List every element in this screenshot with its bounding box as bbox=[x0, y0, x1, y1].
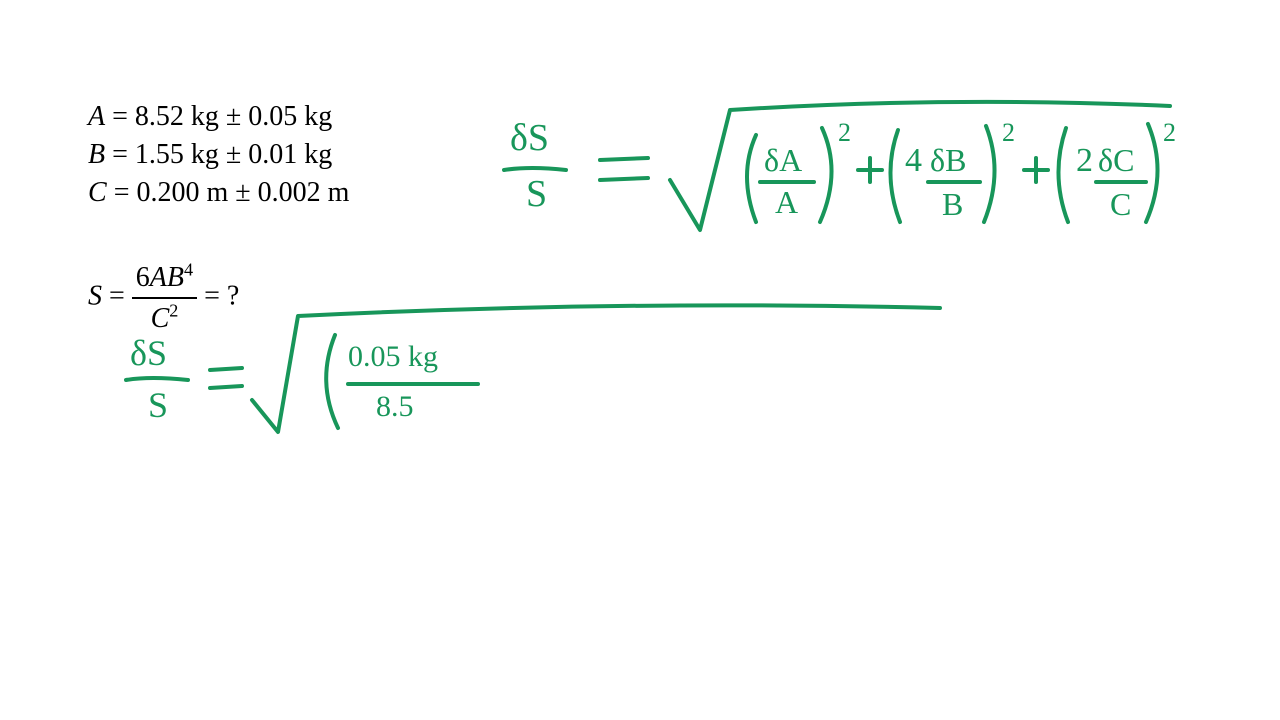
A-pm: ± bbox=[226, 101, 241, 132]
eq1-equals-bot bbox=[600, 178, 648, 180]
C-unc: 0.002 bbox=[258, 177, 321, 208]
eq1-equals-top bbox=[600, 158, 648, 160]
eq1-t3-coef: 2 bbox=[1076, 142, 1093, 180]
eq1-t2-num: δB bbox=[930, 142, 966, 179]
eq2-equals-top bbox=[210, 368, 242, 370]
eq1-t2-exp: 2 bbox=[1002, 118, 1015, 148]
formula-numerator: 6AB4 bbox=[136, 262, 193, 293]
eq2-equals-bot bbox=[210, 386, 242, 388]
eq1-t1-den: A bbox=[775, 184, 798, 221]
eq1-lhs-num: δS bbox=[510, 116, 549, 160]
formula-S: S = 6AB4 C2 = ? bbox=[88, 258, 239, 338]
var-C: C bbox=[88, 177, 107, 208]
eq1-t3-den: C bbox=[1110, 186, 1131, 223]
formula-lhs: S bbox=[88, 281, 102, 312]
C-unit: m bbox=[206, 177, 228, 208]
A-value: 8.52 bbox=[135, 101, 184, 132]
eq1-t3-exp: 2 bbox=[1163, 118, 1176, 148]
A-unc: 0.05 bbox=[248, 101, 297, 132]
B-unit: kg bbox=[191, 139, 219, 170]
eq1-lhs-bar bbox=[504, 168, 566, 170]
eq1-t3-rparen bbox=[1146, 124, 1158, 222]
eq2-lhs-bar bbox=[126, 378, 188, 380]
eq1-t1-lparen bbox=[747, 135, 756, 222]
eq2-lhs-den: S bbox=[148, 384, 168, 426]
B-pm: ± bbox=[226, 139, 241, 170]
eq2-lhs-num: δS bbox=[130, 332, 167, 374]
eq1-t2-coef: 4 bbox=[905, 142, 922, 180]
A-unc-unit: kg bbox=[304, 101, 332, 132]
B-unc-unit: kg bbox=[304, 139, 332, 170]
A-unit: kg bbox=[191, 101, 219, 132]
formula-equals-q: = ? bbox=[204, 281, 239, 312]
eq1-t3-lparen bbox=[1058, 128, 1068, 222]
eq1-t2-den: B bbox=[942, 186, 963, 223]
var-B: B bbox=[88, 139, 105, 170]
slide-canvas: A = 8.52 kg ± 0.05 kg B = 1.55 kg ± 0.01… bbox=[0, 0, 1280, 720]
eq1-t2-lparen bbox=[890, 130, 900, 222]
eq2-t1-lparen bbox=[326, 335, 338, 428]
eq2-t1-den: 8.5 bbox=[376, 390, 414, 424]
eq1-t2-rparen bbox=[984, 126, 995, 222]
given-C-line: C = 0.200 m ± 0.002 m bbox=[88, 174, 349, 212]
eq1-lhs-den: S bbox=[526, 172, 547, 216]
eq1-t1-rparen bbox=[820, 128, 832, 222]
formula-denominator: C2 bbox=[151, 303, 179, 334]
eq1-t1-exp: 2 bbox=[838, 118, 851, 148]
C-value: 0.200 bbox=[136, 177, 199, 208]
given-A-line: A = 8.52 kg ± 0.05 kg bbox=[88, 98, 332, 136]
eq-A: = bbox=[112, 101, 135, 132]
C-pm: ± bbox=[235, 177, 250, 208]
given-B-line: B = 1.55 kg ± 0.01 kg bbox=[88, 136, 332, 174]
C-unc-unit: m bbox=[328, 177, 350, 208]
formula-fraction: 6AB4 C2 bbox=[132, 258, 197, 338]
B-value: 1.55 bbox=[135, 139, 184, 170]
B-unc: 0.01 bbox=[248, 139, 297, 170]
eq2-t1-num: 0.05 kg bbox=[348, 340, 438, 374]
var-A: A bbox=[88, 101, 105, 132]
eq1-t3-num: δC bbox=[1098, 142, 1134, 179]
eq1-t1-num: δA bbox=[764, 142, 802, 179]
